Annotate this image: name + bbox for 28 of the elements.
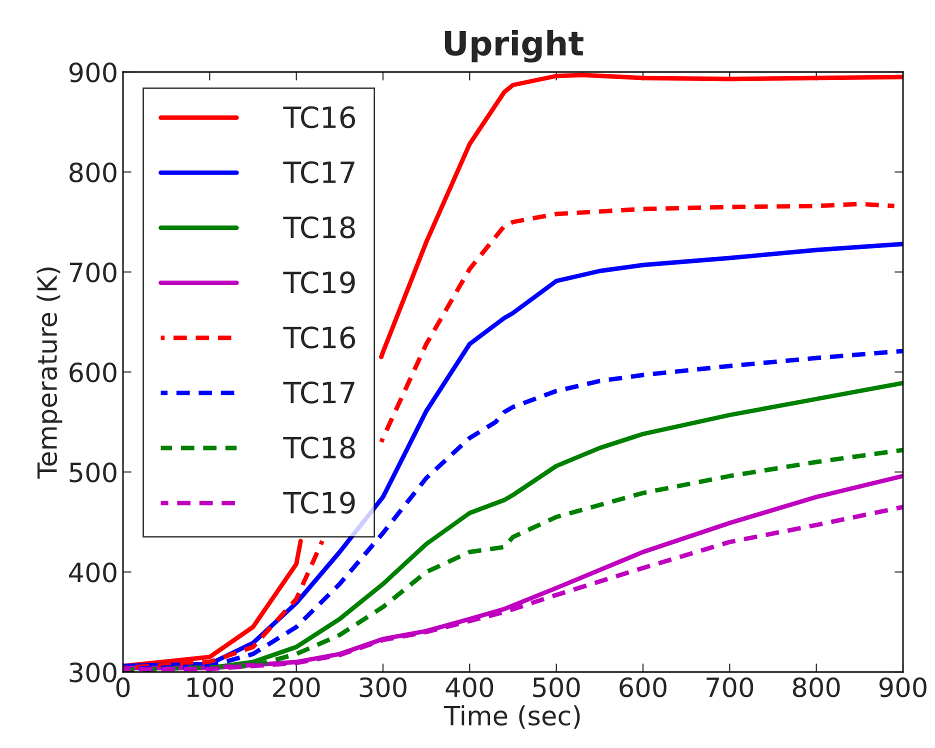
y-tick-label: 900 xyxy=(69,62,116,82)
y-tick-label: 300 xyxy=(70,662,116,682)
x-tick-label: 100 xyxy=(187,677,234,698)
x-tick-label: 800 xyxy=(792,677,840,698)
x-tick-label: 500 xyxy=(533,677,580,698)
x-tick-label: 400 xyxy=(446,677,494,698)
x-axis-title: Time (sec) xyxy=(444,705,580,729)
legend-label: TC18 xyxy=(283,216,355,238)
y-tick-label: 800 xyxy=(70,162,116,182)
legend-label: TC19 xyxy=(283,492,355,514)
legend-label: TC17 xyxy=(283,161,354,184)
y-tick-label: 400 xyxy=(69,562,116,582)
x-tick-label: 900 xyxy=(879,677,926,698)
legend-label: TC17 xyxy=(283,382,354,404)
legend-label: TC18 xyxy=(283,436,355,459)
chart-title: Upright xyxy=(444,30,584,63)
x-tick-label: 700 xyxy=(706,677,754,698)
legend-label: TC19 xyxy=(283,271,355,294)
y-axis-title: Temperature (K) xyxy=(36,268,62,479)
legend-label: TC16 xyxy=(283,106,356,128)
y-tick-label: 600 xyxy=(70,362,116,382)
y-tick-label: 700 xyxy=(70,262,116,282)
x-tick-label: 600 xyxy=(620,677,666,698)
x-tick-label: 200 xyxy=(273,677,320,698)
x-tick-label: 0 xyxy=(116,677,130,698)
x-tick-label: 300 xyxy=(360,677,406,698)
legend-label: TC16 xyxy=(283,326,356,349)
y-tick-label: 500 xyxy=(70,462,116,482)
